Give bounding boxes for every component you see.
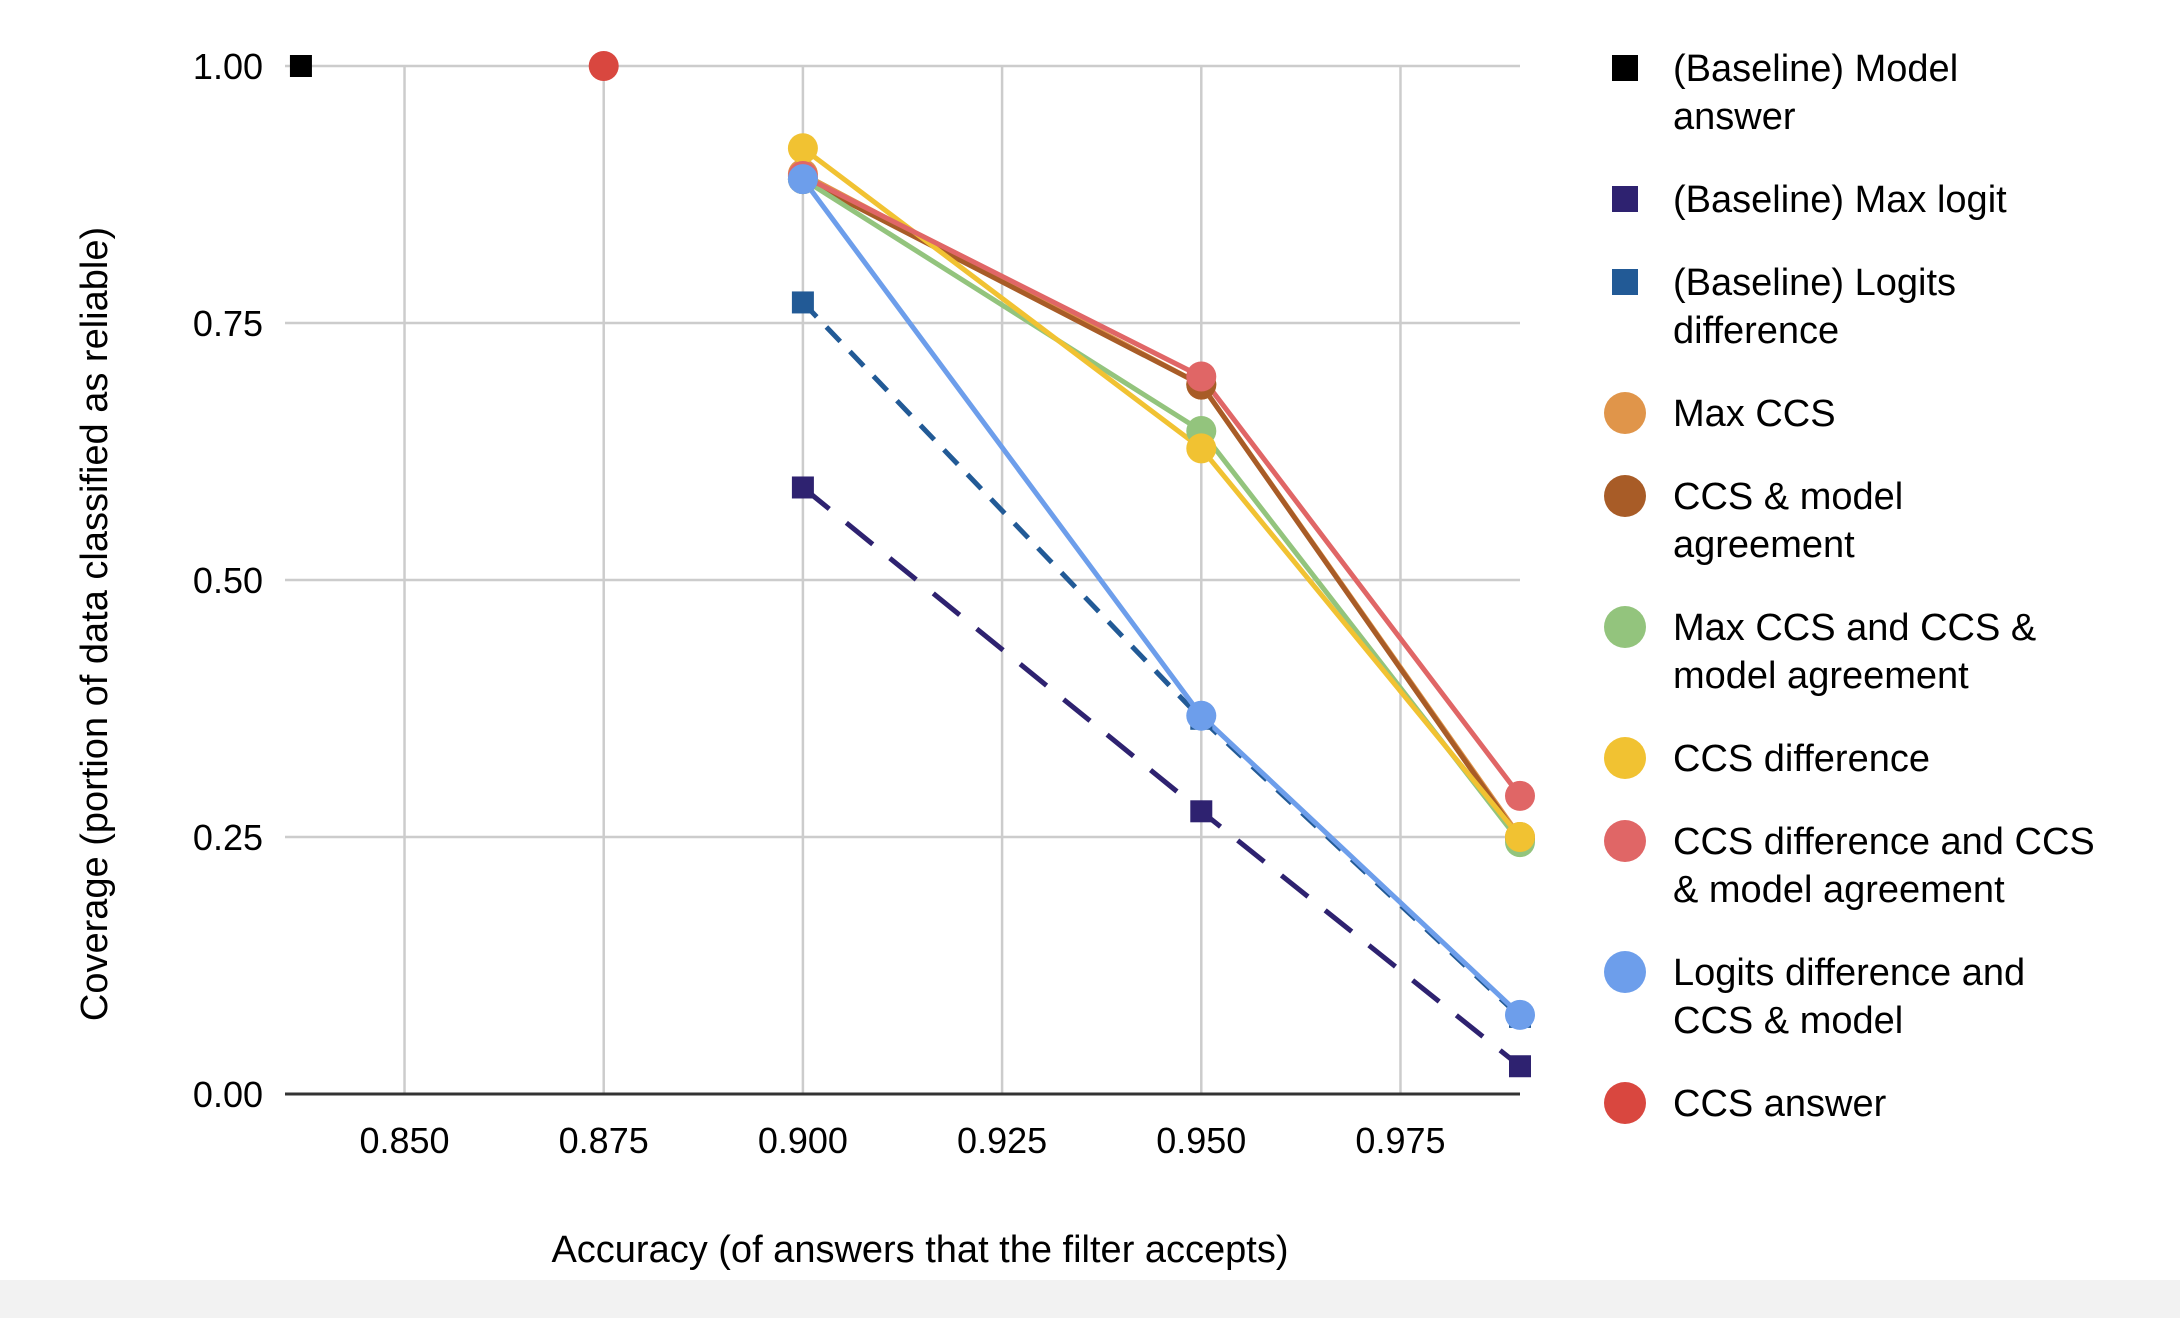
data-point-square [1190, 800, 1213, 823]
legend-label: CCS & model [1673, 476, 1903, 518]
legend-label: (Baseline) Logits [1673, 262, 1956, 304]
legend-marker-circle [1604, 951, 1646, 993]
x-tick-label: 0.900 [758, 1120, 848, 1161]
legend-label: Logits difference and [1673, 952, 2025, 994]
y-tick-label: 0.75 [193, 303, 263, 344]
legend-label: (Baseline) Max logit [1673, 179, 2007, 221]
grid [285, 64, 1520, 1096]
series-lines [800, 146, 1523, 1069]
tick-labels: 0.00 0.25 0.50 0.75 1.00 0.850 0.875 0.900 0.925… [193, 46, 1446, 1161]
legend-label: CCS difference [1673, 738, 1930, 780]
series-line [801, 176, 1522, 844]
legend-label: difference [1673, 310, 1839, 352]
legend-marker-square [1612, 55, 1638, 81]
legend-label: CCS & model [1673, 1000, 1903, 1042]
x-tick-label: 0.875 [559, 1120, 649, 1161]
legend: (Baseline) Model answer (Baseline) Max log… [1604, 48, 2095, 1125]
legend-marker-square [1612, 269, 1638, 295]
series-line [801, 176, 1523, 841]
legend-label: Max CCS and CCS & [1673, 607, 2036, 649]
data-point-circle [787, 133, 818, 164]
x-tick-label: 0.975 [1355, 1120, 1445, 1161]
chart-svg: 0.00 0.25 0.50 0.75 1.00 0.850 0.875 0.900 0.925… [74, 46, 2095, 1271]
data-point-square [1509, 1055, 1531, 1078]
y-tick-label: 1.00 [193, 46, 263, 87]
data-point-circle [787, 164, 818, 195]
data-point-circle [1505, 822, 1535, 852]
legend-label: answer [1673, 96, 1796, 138]
window-bottom-strip [0, 1280, 2180, 1318]
legend-label: & model agreement [1673, 869, 2005, 911]
x-tick-label: 0.950 [1156, 1120, 1246, 1161]
x-tick-label: 0.850 [359, 1120, 449, 1161]
legend-marker-square [1612, 186, 1638, 212]
legend-label: Max CCS [1673, 393, 1836, 435]
legend-marker-circle [1604, 737, 1646, 779]
legend-label: (Baseline) Model [1673, 48, 1958, 90]
x-axis-label: Accuracy (of answers that the filter acc… [551, 1229, 1288, 1271]
legend-marker-circle [1604, 1082, 1646, 1124]
data-point-square [289, 55, 312, 77]
y-tick-label: 0.50 [193, 560, 263, 601]
legend-label: CCS difference and CCS [1673, 821, 2095, 863]
legend-label: CCS answer [1673, 1083, 1887, 1125]
y-tick-label: 0.25 [193, 817, 263, 858]
series-line [801, 146, 1522, 839]
legend-marker-circle [1604, 820, 1646, 862]
series-line [800, 177, 1522, 1017]
data-point-circle [1186, 700, 1217, 731]
series-line [801, 485, 1522, 1069]
data-point-circle [588, 51, 619, 81]
data-point-circle [1505, 780, 1535, 811]
y-axis-label: Coverage (portion of data classified as … [74, 227, 116, 1021]
legend-label: model agreement [1673, 655, 1969, 697]
data-point-square [791, 291, 814, 314]
legend-marker-circle [1604, 475, 1646, 517]
data-point-circle [1186, 361, 1217, 392]
legend-marker-circle [1604, 392, 1646, 434]
data-point-square [791, 476, 814, 499]
series-markers [289, 51, 1535, 1078]
legend-marker-circle [1604, 606, 1646, 648]
series-line [801, 171, 1523, 839]
y-tick-label: 0.00 [193, 1074, 263, 1115]
legend-label: agreement [1673, 524, 1855, 566]
data-point-circle [1505, 999, 1535, 1030]
x-tick-label: 0.925 [957, 1120, 1047, 1161]
data-point-circle [1186, 433, 1217, 464]
